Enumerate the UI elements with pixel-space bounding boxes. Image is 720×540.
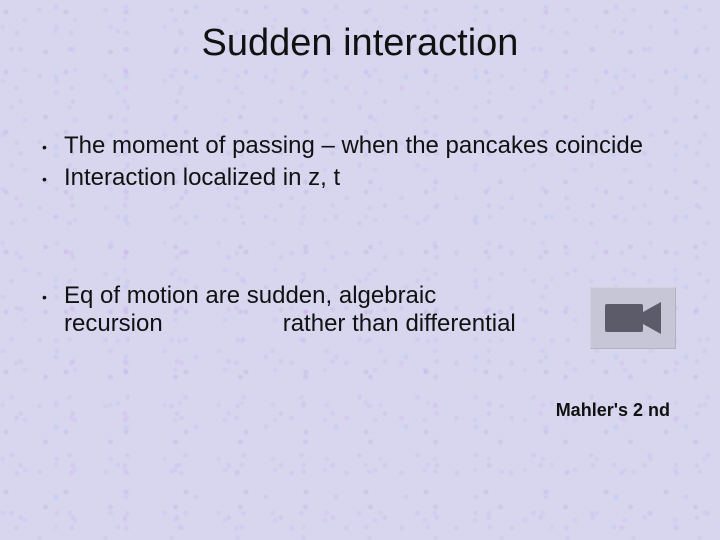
slide-title: Sudden interaction: [0, 22, 720, 65]
movie-camera-icon: [590, 287, 676, 349]
bullet-dot-icon: •: [42, 164, 64, 186]
list-item: • Interaction localized in z, t: [42, 164, 678, 192]
footnote-text: Mahler's 2 nd: [556, 400, 670, 421]
bullet-dot-icon: •: [42, 132, 64, 154]
list-item: • The moment of passing – when the panca…: [42, 132, 678, 160]
bullet-dot-icon: •: [42, 282, 64, 304]
bullet-group-1: • The moment of passing – when the panca…: [42, 132, 678, 197]
list-item: • Eq of motion are sudden, algebraic rec…: [42, 282, 678, 339]
bullet-group-2: • Eq of motion are sudden, algebraic rec…: [42, 282, 678, 343]
bullet-text: Interaction localized in z, t: [64, 164, 678, 192]
bullet-text: Eq of motion are sudden, algebraic recur…: [64, 282, 678, 339]
bullet-text: The moment of passing – when the pancake…: [64, 132, 678, 160]
